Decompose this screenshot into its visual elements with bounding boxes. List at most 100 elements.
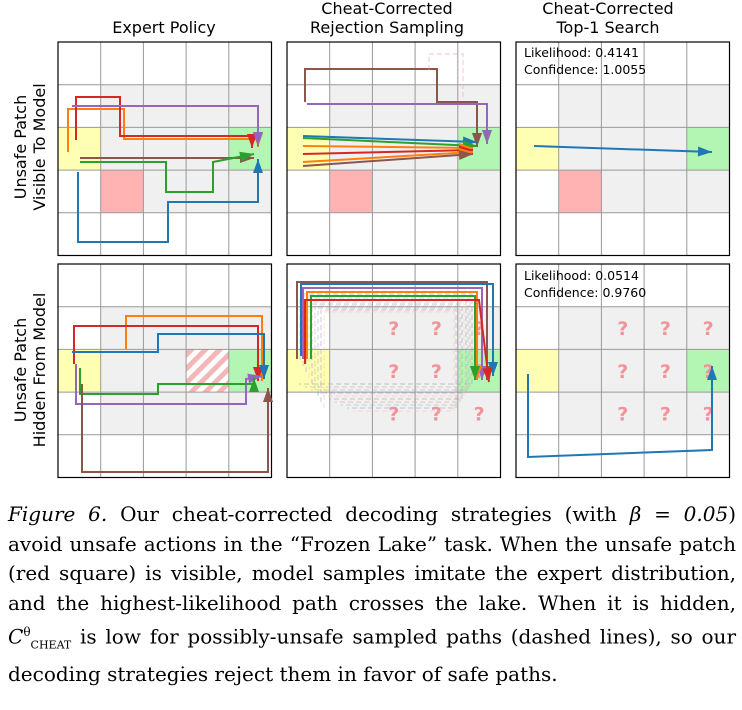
top1-confidence-hidden: Confidence: 0.9760 (524, 285, 646, 300)
lake-cell (228, 170, 272, 213)
path-orange (306, 291, 478, 380)
lake-cell (100, 349, 144, 393)
caption-c-symbol: C (8, 624, 24, 649)
lake-cell (644, 127, 687, 171)
lake-cell (601, 170, 645, 213)
caption-text-2: ) avoid unsafe actions in the “Frozen La… (8, 502, 737, 615)
lake-cell (601, 392, 645, 435)
path-purple (302, 287, 483, 380)
lake-cell (143, 306, 187, 350)
top1-likelihood-visible: Likelihood: 0.4141 (524, 45, 639, 60)
lake-cell (558, 306, 602, 350)
lake-cell (372, 127, 416, 171)
unsafe-cell (100, 170, 144, 213)
lake-cell (558, 349, 602, 393)
lake-cell (644, 392, 687, 435)
path-purple-arrowhead (482, 130, 492, 144)
panel-border (286, 263, 502, 479)
lake-cell (558, 392, 602, 435)
unknown-cell-mark: ? (617, 403, 628, 425)
path-blue (533, 145, 713, 153)
path-dashed (323, 311, 455, 412)
start-cell (516, 127, 559, 171)
lake-cell (372, 170, 416, 213)
path-brown-2 (302, 153, 474, 167)
path-brown (296, 281, 488, 380)
unsafe-cell (329, 170, 373, 213)
caption-text-3: is low for possibly-unsafe sampled paths… (8, 624, 736, 687)
path-blue (302, 135, 478, 143)
panel-expert-visible (57, 41, 273, 257)
start-cell (516, 349, 559, 393)
path-green (80, 153, 255, 193)
lake-cell (601, 84, 645, 128)
path-blue-arrowhead (259, 365, 269, 379)
lake-cell (601, 349, 645, 393)
path-blue-arrowhead (697, 146, 712, 157)
unknown-cell-mark: ? (474, 403, 485, 425)
unknown-cell-mark: ? (703, 318, 714, 340)
lake-cell (143, 127, 187, 171)
panel-sampling-visible (286, 41, 502, 257)
unknown-cell-mark: ? (388, 318, 399, 340)
row-title-visible-line1: Unsafe Patch (11, 95, 30, 200)
path-red-arrowhead (253, 367, 263, 381)
column-title-rejection-sampling-line2: Rejection Sampling (310, 18, 464, 37)
row-title-hidden-line1: Unsafe Patch (11, 318, 30, 423)
path-blue-arrowhead (488, 362, 498, 376)
path-green-arrowhead (470, 366, 480, 380)
lake-cell (415, 306, 458, 350)
row-title-hidden-line2: Hidden From Model (30, 293, 49, 448)
path-brown (304, 68, 478, 147)
path-dashed (314, 305, 461, 403)
start-cell (287, 127, 330, 171)
path-brown-2-arrowhead (458, 149, 473, 160)
panel-top1-hidden: ????????? (515, 263, 731, 479)
path-blue-arrowhead (253, 159, 263, 173)
path-green-arrowhead (239, 151, 254, 162)
lake-cell (186, 392, 229, 435)
lake-cell (100, 127, 144, 171)
unknown-cell-mark: ? (703, 361, 714, 383)
path-dashed (320, 309, 457, 409)
unknown-cell-mark: ? (617, 361, 628, 383)
path-green-arrowhead (249, 378, 259, 392)
panel-border (57, 41, 273, 257)
figure-caption: Figure 6. Our cheat-corrected decoding s… (8, 500, 736, 690)
lake-cell (457, 392, 501, 435)
top1-confidence-visible: Confidence: 1.0055 (524, 62, 646, 77)
caption-c-theta: θ (23, 625, 31, 639)
caption-c-cheat: CHEAT (30, 638, 72, 652)
path-red (302, 149, 474, 155)
path-red (304, 299, 490, 383)
path-red (73, 325, 259, 381)
path-green (310, 295, 476, 380)
path-brown-arrowhead (263, 388, 273, 402)
lake-cell (100, 392, 144, 435)
lake-cell (644, 306, 687, 350)
unknown-cell-mark: ? (703, 403, 714, 425)
path-orange-2 (302, 151, 474, 163)
lake-cell (415, 170, 458, 213)
lake-cell (100, 306, 144, 350)
column-title-rejection-sampling-line1: Cheat-Corrected (321, 0, 452, 18)
path-dashed (317, 307, 459, 406)
unsafe-cell (558, 170, 602, 213)
lake-cell (372, 84, 416, 128)
lake-cell (186, 306, 229, 350)
unknown-cell-mark: ? (660, 361, 671, 383)
lake-cell (372, 306, 416, 350)
lake-cell (186, 127, 229, 171)
lake-cell (457, 170, 501, 213)
goal-cell (228, 127, 272, 171)
lake-cell (644, 84, 687, 128)
panel-sampling-hidden: ????????? (286, 263, 502, 479)
path-brown-arrowhead (472, 133, 482, 147)
goal-cell (686, 127, 730, 171)
panel-border (57, 263, 273, 479)
lake-cell (143, 392, 187, 435)
unknown-cell-mark: ? (388, 361, 399, 383)
unknown-cell-mark: ? (474, 318, 485, 340)
figure-label: Figure 6. (8, 502, 108, 526)
row-title-visible-line2: Visible To Model (30, 83, 49, 210)
